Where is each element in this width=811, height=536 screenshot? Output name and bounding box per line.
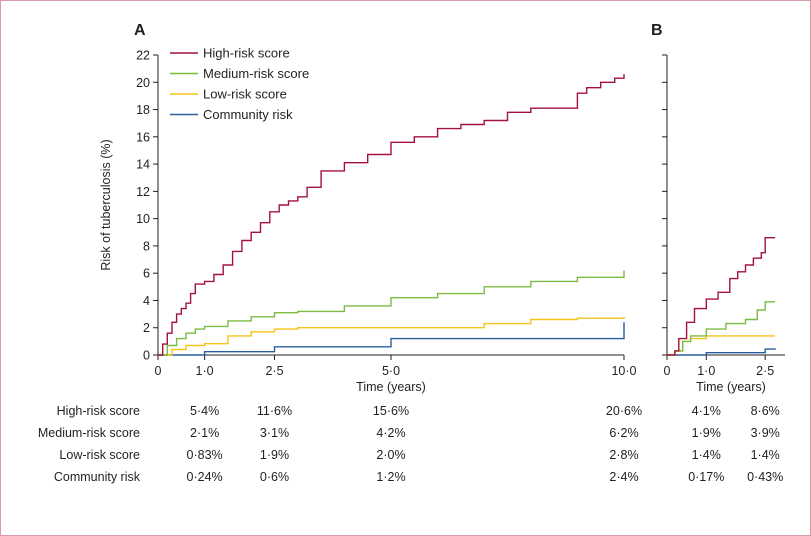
panel-b: B 0 1·0 2·5 Time (years) [651, 22, 785, 394]
panel-a-y-tick-label: 2 [143, 321, 150, 335]
panel-a-series-line [158, 74, 625, 356]
panel-a-x-tick-label: 0 [155, 364, 162, 378]
risk-table-cell: 5·4% [190, 404, 220, 418]
risk-table-cell: 1·2% [376, 470, 406, 484]
panel-a-y-tick-label: 12 [136, 185, 150, 199]
panel-a-y-tick-label: 18 [136, 103, 150, 117]
panel-a-x-tick-label: 5·0 [382, 364, 400, 378]
risk-table-cell: 8·6% [750, 404, 780, 418]
figure-plot: A 0 2 4 6 8 10 12 14 16 18 20 22 0 1·0 2·5 5·0 10·0 Time (… [99, 22, 785, 394]
panel-a-y-tick-label: 6 [143, 267, 150, 281]
risk-table-cell: 4·1% [691, 404, 721, 418]
panel-a-y-tick-label: 4 [143, 294, 150, 308]
panel-a-series-line [158, 322, 625, 356]
panel-b-series-line [667, 348, 776, 356]
risk-table-cell: 0·43% [747, 470, 784, 484]
risk-table-cell: 6·2% [609, 426, 639, 440]
risk-table-row-label: Low-risk score [59, 448, 140, 462]
risk-table-cell: 11·6% [256, 404, 293, 418]
risk-table-cell: 1·4% [750, 448, 780, 462]
panel-a-y-tick-label: 22 [136, 49, 150, 63]
risk-table-cell: 2·8% [609, 448, 639, 462]
legend-entry: Low-risk score [203, 87, 287, 102]
legend: High-risk score Medium-risk score Low-risk… [170, 46, 309, 122]
panel-b-x-axis-label: Time (years) [696, 380, 766, 394]
panel-a-x-axis-label: Time (years) [356, 380, 426, 394]
risk-table-cell: 15·6% [372, 404, 410, 418]
risk-table-cell: 3·9% [750, 426, 780, 440]
panel-a-y-tick-label: 16 [136, 130, 150, 144]
panel-b-x-tick-label: 2·5 [756, 364, 774, 378]
panel-a-y-axis-label: Risk of tuberculosis (%) [99, 139, 113, 270]
panel-a-y-tick-label: 14 [136, 158, 150, 172]
legend-entry: Medium-risk score [203, 66, 309, 81]
panel-a-y-tick-label: 10 [136, 212, 150, 226]
risk-table-cell: 1·9% [691, 426, 721, 440]
panel-a-y-tick-label: 20 [136, 76, 150, 90]
legend-entry: High-risk score [203, 46, 290, 61]
risk-table-cell: 0·83% [186, 448, 223, 462]
panel-a-x-tick-label: 1·0 [196, 364, 214, 378]
panel-b-x-tick-label: 0 [664, 364, 671, 378]
panel-a: A 0 2 4 6 8 10 12 14 16 18 20 22 0 1·0 2·5 5·0 10·0 Time (… [99, 22, 637, 394]
panel-a-y-tick-label: 0 [143, 349, 150, 363]
panel-a-y-tick-label: 8 [143, 239, 150, 253]
risk-table-row-label: Medium-risk score [37, 426, 140, 440]
risk-table-row-label: High-risk score [56, 404, 140, 418]
risk-table-cell: 0·24% [186, 470, 223, 484]
risk-table-cell: 1·9% [259, 448, 290, 462]
panel-b-x-tick-label: 1·0 [697, 364, 715, 378]
panel-a-series-line [158, 270, 625, 356]
risk-table-cell: 4·2% [376, 426, 406, 440]
legend-entry: Community risk [203, 107, 293, 122]
risk-table-cell: 0·17% [688, 470, 725, 484]
risk-table-cell: 2·0% [376, 448, 406, 462]
panel-b-series-line [667, 301, 775, 356]
panel-b-label: B [651, 22, 663, 39]
risk-table-cell: 3·1% [259, 426, 290, 440]
panel-a-label: A [134, 22, 146, 39]
panel-a-x-tick-label: 10·0 [611, 364, 636, 378]
risk-table-cell: 0·6% [259, 470, 290, 484]
panel-b-series-line [667, 237, 775, 356]
panel-a-x-tick-label: 2·5 [265, 364, 283, 378]
risk-table-row-label: Community risk [53, 470, 140, 484]
risk-table-cell: 2·1% [190, 426, 220, 440]
risk-table-cell: 1·4% [691, 448, 721, 462]
risk-table-cell: 20·6% [605, 404, 643, 418]
risk-table-cell: 2·4% [609, 470, 639, 484]
panel-a-series-line [158, 316, 625, 356]
